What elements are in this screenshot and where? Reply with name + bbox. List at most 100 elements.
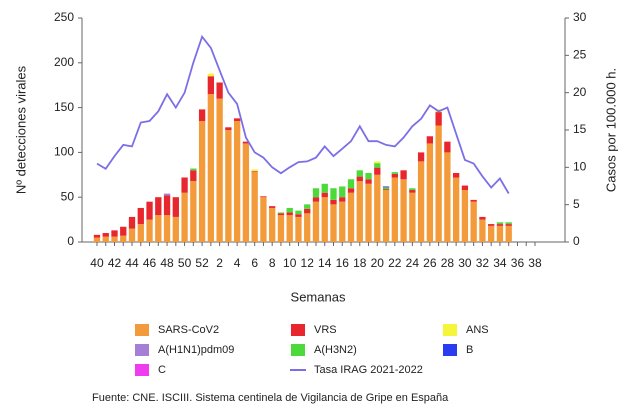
bar-segment [295,214,302,217]
bar-segment [304,208,311,214]
bar-segment [426,136,434,144]
bar-segment [304,204,311,209]
x-tick-label: 18 [353,256,367,270]
bar-segment [488,224,495,226]
bar-segment [339,186,346,198]
legend-swatch [291,344,305,356]
bar-segment [435,112,442,126]
bar-segment [102,236,109,242]
y2-tick-label: 25 [573,48,587,62]
bar-segment [251,172,258,242]
bar-segment [155,215,162,242]
bar-segment [225,127,232,130]
bar-segment [382,187,390,190]
bar-segment [356,170,363,177]
y2-tick-label: 30 [573,10,587,24]
bar-segment [277,213,285,216]
y2-axis-label: Casos por 100.000 h. [603,68,618,192]
x-axis-label: Semanas [291,289,346,304]
bar-segment [277,215,285,242]
bar-segment [505,222,512,225]
bar-segment [207,73,215,77]
bar-segment [461,190,469,242]
bar-segment [356,181,363,242]
x-tick-label: 6 [251,256,258,270]
bar-segment [505,225,512,242]
bar-segment [269,206,276,208]
bar-segment [260,197,267,242]
rate-line [96,34,510,194]
legend-label: SARS-CoV2 [158,324,219,336]
bar-segment [111,236,118,242]
bar-segment [321,192,328,198]
bar-segment [496,222,504,225]
y2-tick-label: 10 [573,160,587,174]
bar-segment [452,177,460,242]
legend-swatch [291,324,305,336]
bar-segment [163,195,171,216]
x-tick-label: 48 [160,256,174,270]
bar-segment [216,82,223,99]
bar-segment [479,216,486,220]
bar-segment [391,172,398,174]
y-tick-label: 250 [54,10,74,24]
bar-segment [365,173,372,180]
bar-segment [409,190,416,193]
bar-segment [181,177,188,193]
bar-segment [496,224,504,226]
bar-segment [496,225,504,242]
bar-segment [374,161,381,164]
x-tick-label: 34 [493,256,507,270]
y-axis-label: Nº detecciones virales [13,65,28,194]
bar-segment [426,143,434,242]
legend-swatch [135,324,149,336]
bar-segment [93,234,101,238]
bar-segment [312,188,320,198]
x-tick-label: 38 [528,256,542,270]
y-tick-label: 150 [54,100,74,114]
bar-segment [277,212,285,214]
bar-segment [330,188,337,200]
x-tick-label: 8 [269,256,276,270]
x-tick-label: 14 [318,256,332,270]
bar-segment [163,215,171,242]
legend-label: A(H3N2) [314,344,357,356]
bar-segment [339,201,346,242]
x-tick-label: 22 [388,256,402,270]
bar-segment [409,188,416,191]
bar-segment [356,176,363,182]
bar-segment [172,216,179,242]
x-tick-label: 40 [90,256,104,270]
bar-segment [207,76,215,95]
legend-swatch [443,324,457,336]
bar-segment [251,171,258,173]
bar-segment [128,228,136,242]
x-tick-label: 10 [283,256,297,270]
bar-segment [417,152,425,162]
bar-segment [146,201,153,220]
y-tick-label: 100 [54,145,74,159]
bar-segment [312,201,320,242]
bar-segment [286,207,293,213]
bar-segment [190,168,197,171]
x-tick-label: 52 [195,256,209,270]
x-tick-label: 28 [441,256,455,270]
bar-segment [190,181,197,242]
x-tick-label: 36 [511,256,525,270]
bar-segment [120,226,127,236]
bar-segment [400,170,407,180]
bar-segment [181,192,188,242]
x-tick-label: 12 [301,256,315,270]
x-tick-label: 24 [406,256,420,270]
bar-segment [330,204,337,242]
x-tick-label: 50 [178,256,192,270]
bar-segment [435,125,442,242]
bar-segment [347,192,355,242]
bar-segment [452,173,460,178]
bar-segment [505,224,512,226]
bar-segment [374,163,381,168]
bar-segment [286,215,293,242]
bar-segment [470,199,477,202]
y-tick-label: 200 [54,55,74,69]
